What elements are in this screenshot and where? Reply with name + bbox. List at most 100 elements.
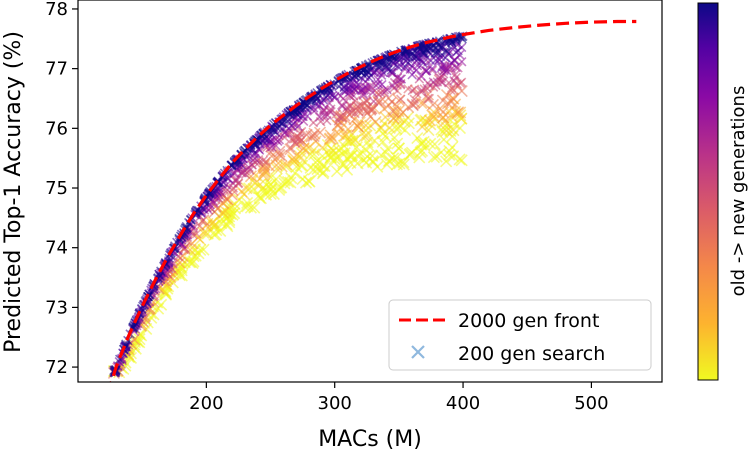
y-tick-label: 72 bbox=[45, 357, 68, 378]
scatter-point bbox=[397, 158, 410, 171]
scatter-point bbox=[353, 147, 366, 160]
x-tick-label: 400 bbox=[446, 393, 480, 414]
scatter-point bbox=[393, 157, 406, 170]
scatter-point bbox=[396, 94, 406, 104]
scatter-point bbox=[265, 182, 278, 195]
scatter-point bbox=[414, 146, 427, 159]
scatter-point bbox=[312, 88, 322, 98]
y-tick-label: 75 bbox=[45, 178, 68, 199]
legend-box bbox=[388, 299, 652, 371]
scatter-point bbox=[297, 142, 310, 155]
scatter-point bbox=[313, 126, 327, 139]
scatter-point bbox=[455, 154, 468, 167]
scatter-point bbox=[427, 63, 438, 74]
scatter-point bbox=[239, 201, 252, 214]
plot-frame bbox=[77, 0, 663, 383]
scatter-point bbox=[303, 175, 316, 188]
scatter-point bbox=[330, 165, 344, 178]
scatter-point bbox=[368, 96, 379, 107]
scatter-point bbox=[407, 69, 417, 80]
scatter-point bbox=[392, 105, 405, 118]
scatter-point bbox=[436, 62, 447, 73]
scatter-point bbox=[351, 120, 364, 133]
scatter-point bbox=[288, 105, 299, 116]
scatter-point bbox=[241, 196, 254, 210]
scatter-point bbox=[223, 173, 234, 184]
x-tick-label: 200 bbox=[189, 393, 223, 414]
scatter-point bbox=[286, 153, 300, 166]
scatter-point bbox=[434, 54, 445, 65]
scatter-point bbox=[453, 45, 463, 56]
scatter-point bbox=[431, 55, 441, 65]
scatter-point bbox=[454, 106, 467, 119]
x-axis: 200 300 400 500 bbox=[189, 382, 609, 414]
scatter-point bbox=[264, 178, 277, 191]
scatter-point bbox=[388, 81, 398, 91]
scatter-point bbox=[290, 137, 301, 148]
scatter-point bbox=[138, 301, 148, 312]
scatter-point bbox=[436, 106, 449, 119]
scatter-point bbox=[368, 134, 381, 147]
scatter-point bbox=[334, 112, 345, 122]
y-tick-label: 74 bbox=[45, 238, 68, 259]
scatter-point bbox=[287, 151, 300, 164]
scatter-point bbox=[115, 354, 125, 365]
scatter-layer bbox=[107, 31, 468, 379]
legend-front-label: 2000 gen front bbox=[458, 310, 599, 332]
scatter-point bbox=[452, 106, 465, 119]
scatter-point bbox=[403, 148, 416, 161]
scatter-point bbox=[285, 171, 298, 185]
scatter-point bbox=[278, 177, 291, 190]
scatter-point bbox=[228, 198, 241, 211]
scatter-point bbox=[436, 94, 449, 107]
scatter-point bbox=[345, 149, 359, 162]
colorbar bbox=[697, 2, 719, 381]
scatter-point bbox=[417, 135, 430, 148]
scatter-point bbox=[363, 60, 373, 71]
scatter-point bbox=[411, 131, 424, 145]
front-layer bbox=[109, 19, 637, 382]
scatter-point bbox=[221, 220, 234, 233]
scatter-point bbox=[244, 162, 254, 173]
scatter-point bbox=[387, 105, 400, 118]
scatter-point bbox=[358, 90, 369, 100]
y-axis: 72 73 74 75 76 77 78 bbox=[45, 0, 78, 378]
scatter-point bbox=[322, 110, 333, 121]
x-tick-label: 300 bbox=[318, 393, 352, 414]
scatter-point bbox=[416, 87, 427, 97]
scatter-point bbox=[437, 77, 448, 88]
scatter-point bbox=[437, 111, 450, 124]
scatter-point bbox=[386, 97, 397, 107]
scatter-point bbox=[416, 120, 429, 133]
scatter-point bbox=[324, 129, 337, 142]
scatter-point bbox=[232, 175, 242, 185]
scatter-point bbox=[440, 155, 453, 168]
scatter-point bbox=[350, 108, 360, 119]
scatter-point bbox=[207, 216, 220, 229]
scatter-point bbox=[373, 79, 383, 89]
scatter-point bbox=[428, 138, 441, 151]
scatter-point bbox=[327, 144, 340, 157]
legend-search-label: 200 gen search bbox=[458, 343, 605, 365]
y-axis-label: Predicted Top-1 Accuracy (%) bbox=[1, 31, 26, 353]
scatter-point bbox=[358, 130, 371, 143]
y-tick-label: 77 bbox=[45, 59, 68, 80]
scatter-point bbox=[415, 40, 426, 51]
scatter-point bbox=[421, 65, 432, 76]
scatter-point bbox=[441, 45, 451, 56]
x-axis-label: MACs (M) bbox=[318, 427, 422, 452]
scatter-point bbox=[443, 148, 456, 161]
scatter-point bbox=[453, 153, 466, 166]
scatter-point bbox=[437, 133, 450, 146]
y-tick-label: 78 bbox=[45, 0, 68, 20]
scatter-point bbox=[443, 144, 456, 157]
legend-search-swatch bbox=[411, 345, 425, 359]
scatter-point bbox=[244, 165, 255, 175]
y-tick-label: 76 bbox=[45, 118, 68, 139]
scatter-point bbox=[249, 137, 260, 148]
scatter-point bbox=[307, 148, 321, 161]
scatter-point bbox=[331, 119, 344, 132]
scatter-point bbox=[440, 124, 453, 137]
scatter-point bbox=[456, 57, 467, 67]
scatter-point bbox=[371, 160, 384, 173]
